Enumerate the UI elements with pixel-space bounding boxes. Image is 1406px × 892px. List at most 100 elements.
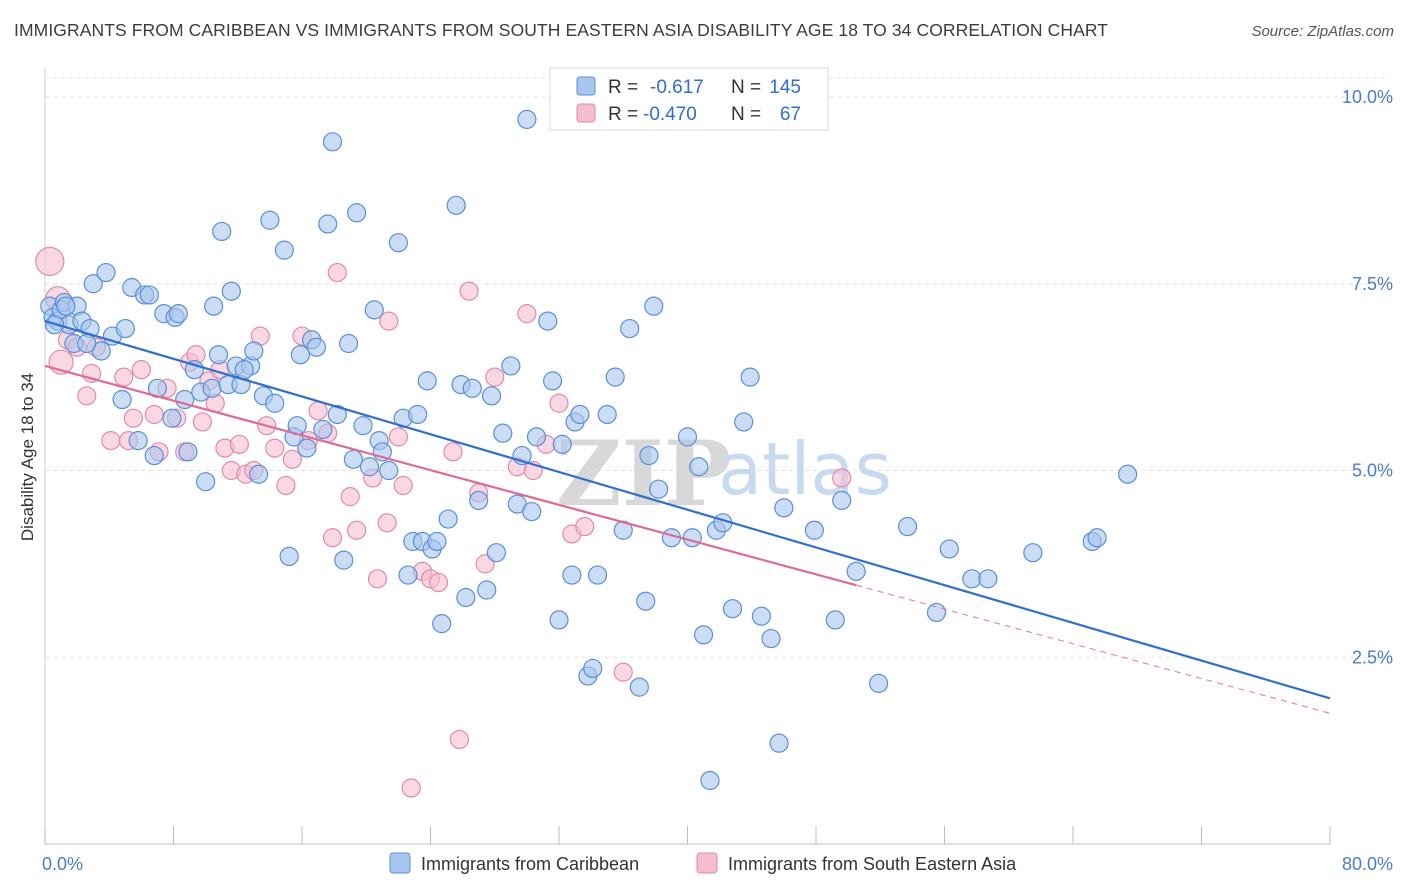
data-point-caribbean bbox=[734, 412, 754, 432]
data-point-sea bbox=[613, 662, 633, 682]
data-point-sea bbox=[428, 572, 449, 593]
data-point-caribbean bbox=[570, 404, 590, 425]
data-point-caribbean bbox=[648, 479, 669, 499]
trendline-caribbean bbox=[44, 320, 1331, 700]
data-point-caribbean bbox=[517, 109, 537, 130]
data-point-caribbean bbox=[249, 464, 269, 484]
data-point-caribbean bbox=[162, 408, 182, 428]
regression-lines bbox=[44, 320, 1331, 714]
data-point-sea bbox=[114, 367, 134, 387]
data-point-caribbean bbox=[417, 371, 437, 391]
data-point-caribbean bbox=[144, 445, 164, 466]
data-point-sea bbox=[327, 262, 347, 283]
data-point-caribbean bbox=[939, 539, 959, 559]
data-point-caribbean bbox=[1118, 464, 1138, 484]
data-point-caribbean bbox=[597, 404, 617, 425]
data-point-caribbean bbox=[538, 311, 558, 331]
data-point-sea bbox=[276, 475, 296, 496]
data-point-caribbean bbox=[112, 389, 132, 410]
data-point-caribbean bbox=[327, 404, 347, 425]
data-point-sea bbox=[77, 386, 97, 406]
data-point-caribbean bbox=[462, 378, 482, 398]
legend-swatch-caribbean bbox=[576, 76, 596, 96]
data-point-sea bbox=[485, 367, 505, 387]
data-point-caribbean bbox=[477, 580, 497, 600]
data-point-caribbean bbox=[1023, 543, 1043, 563]
y-tick-labels: 10.0% 7.5% 5.0% 2.5% bbox=[1342, 87, 1393, 667]
data-point-caribbean bbox=[693, 625, 714, 645]
data-point-caribbean bbox=[552, 434, 572, 454]
data-point-caribbean bbox=[682, 528, 702, 548]
data-point-caribbean bbox=[398, 565, 418, 585]
data-point-caribbean bbox=[364, 300, 384, 320]
axes bbox=[44, 68, 1331, 845]
data-point-sea bbox=[308, 401, 328, 421]
trendline-sea bbox=[44, 364, 857, 587]
data-point-sea bbox=[192, 412, 213, 432]
legend-swatch-sea bbox=[576, 103, 596, 123]
data-point-caribbean bbox=[427, 531, 447, 552]
data-point-sea bbox=[832, 468, 852, 488]
data-point-caribbean bbox=[926, 602, 947, 623]
series-legend: Immigrants from Caribbean Immigrants fro… bbox=[389, 852, 1017, 874]
data-point-caribbean bbox=[620, 318, 640, 339]
watermark-atlas: atlas bbox=[718, 427, 892, 511]
y-tick-label: 2.5% bbox=[1352, 647, 1393, 667]
data-point-caribbean bbox=[334, 550, 354, 570]
data-point-caribbean bbox=[244, 341, 264, 361]
bottom-legend-swatch-caribbean bbox=[389, 852, 411, 874]
data-point-sea bbox=[131, 360, 151, 380]
data-point-caribbean bbox=[562, 565, 582, 585]
legend-n-value-2: 67 bbox=[780, 104, 801, 125]
data-point-caribbean bbox=[379, 460, 399, 481]
data-point-caribbean bbox=[313, 419, 333, 440]
data-point-caribbean bbox=[56, 296, 76, 316]
data-point-sea bbox=[379, 311, 399, 331]
data-point-sea bbox=[517, 304, 537, 324]
data-point-caribbean bbox=[77, 333, 97, 354]
data-point-caribbean bbox=[234, 360, 254, 380]
x-tick-label-min: 0.0% bbox=[42, 854, 83, 874]
data-point-caribbean bbox=[774, 498, 794, 518]
legend-r-value-1: -0.617 bbox=[650, 77, 704, 98]
data-point-sea bbox=[123, 408, 143, 428]
data-point-caribbean bbox=[522, 501, 542, 522]
data-point-caribbean bbox=[139, 285, 160, 305]
data-point-caribbean bbox=[322, 132, 343, 152]
data-point-caribbean bbox=[501, 356, 521, 376]
data-point-caribbean bbox=[438, 509, 458, 529]
data-point-sea bbox=[265, 438, 285, 458]
correlation-legend: R = -0.617 N = 145 R = -0.470 N = 67 bbox=[549, 67, 829, 131]
data-point-caribbean bbox=[583, 658, 603, 679]
data-point-caribbean bbox=[318, 214, 338, 234]
bottom-legend-label-sea: Immigrants from South Eastern Asia bbox=[728, 854, 1017, 874]
data-point-caribbean bbox=[493, 423, 513, 443]
watermark: ZIP atlas bbox=[556, 421, 892, 527]
data-point-sea bbox=[340, 487, 360, 507]
legend-n-label-1: N = bbox=[731, 77, 761, 98]
data-point-caribbean bbox=[751, 606, 771, 626]
data-point-caribbean bbox=[178, 442, 198, 462]
data-point-caribbean bbox=[265, 393, 285, 413]
data-point-sea bbox=[549, 393, 569, 413]
y-tick-label: 5.0% bbox=[1352, 461, 1393, 481]
chart-source: Source: ZipAtlas.com bbox=[1251, 23, 1394, 40]
data-point-caribbean bbox=[83, 274, 103, 294]
data-point-caribbean bbox=[962, 569, 982, 589]
data-point-sea bbox=[388, 427, 408, 447]
data-point-sea bbox=[144, 404, 164, 425]
data-point-caribbean bbox=[338, 333, 359, 354]
data-point-caribbean bbox=[542, 371, 563, 391]
data-point-caribbean bbox=[343, 449, 363, 469]
data-point-caribbean bbox=[825, 610, 845, 630]
data-point-sea bbox=[282, 449, 302, 469]
y-axis-title: Disability Age 18 to 34 bbox=[18, 373, 37, 541]
data-point-caribbean bbox=[644, 296, 664, 316]
data-point-caribbean bbox=[700, 770, 720, 791]
data-point-caribbean bbox=[636, 591, 656, 611]
trendline-sea-extrapolated bbox=[855, 584, 1331, 714]
data-point-caribbean bbox=[587, 565, 608, 585]
data-point-sea bbox=[443, 442, 463, 462]
data-point-sea bbox=[35, 246, 65, 276]
data-point-caribbean bbox=[306, 337, 327, 357]
